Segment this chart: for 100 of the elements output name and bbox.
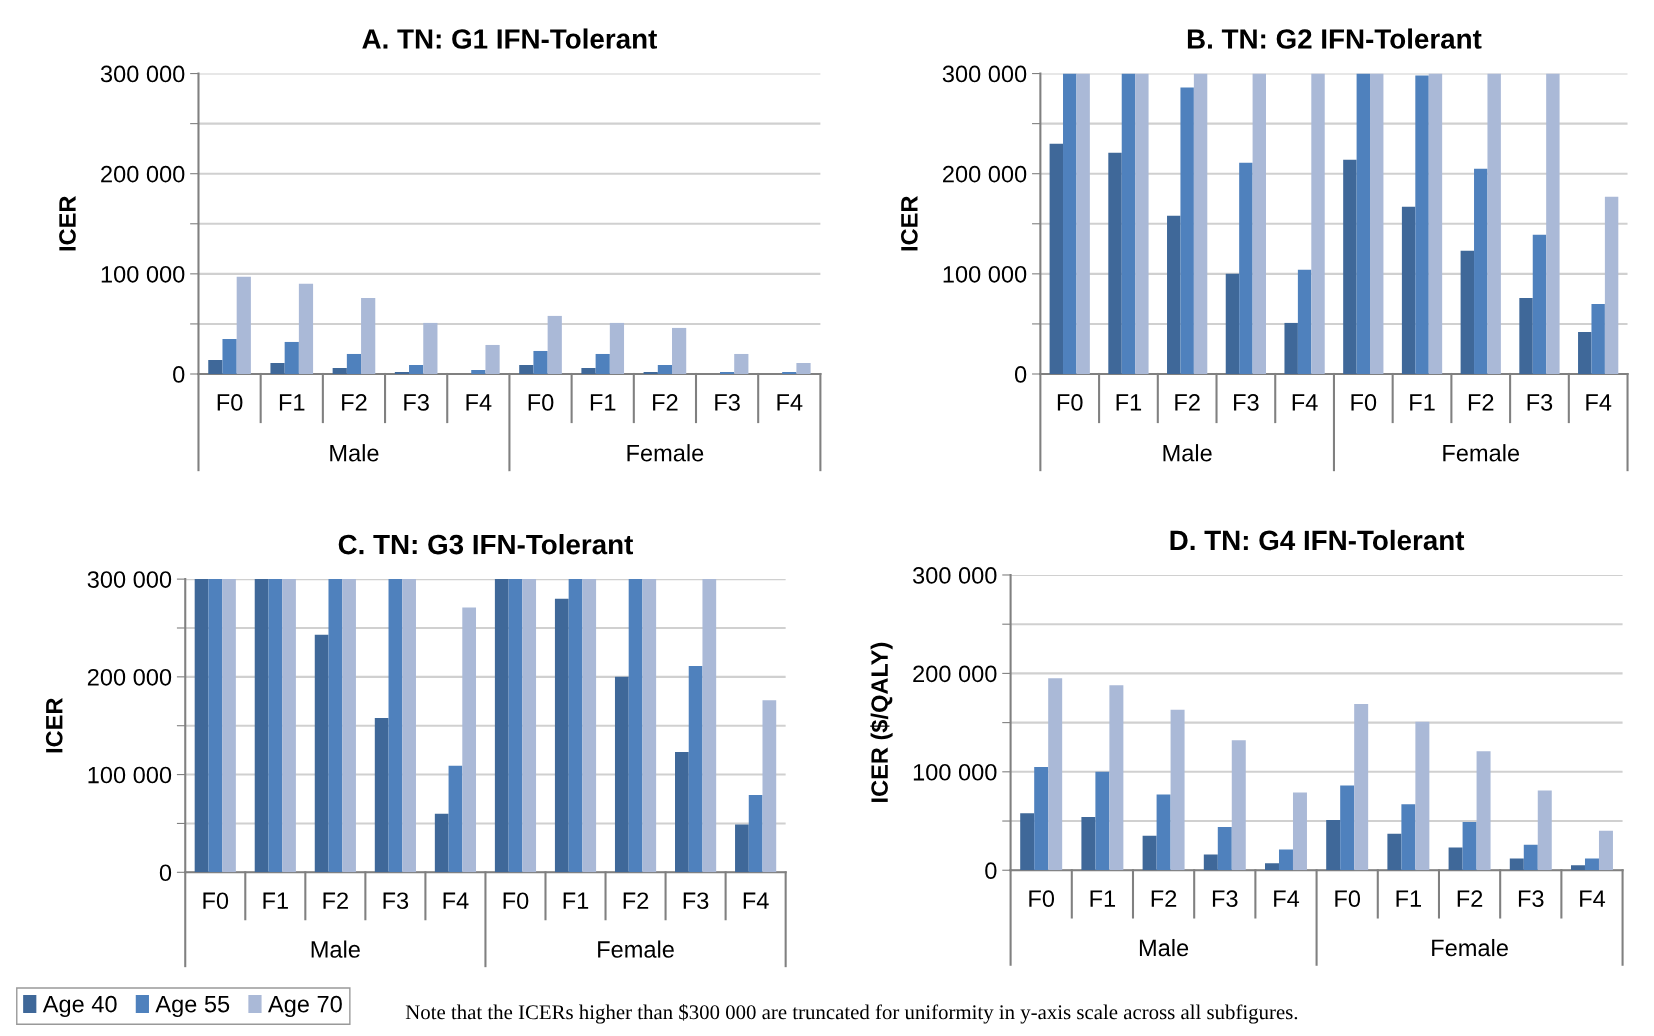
bar bbox=[1076, 73, 1090, 374]
bar bbox=[657, 364, 673, 374]
bar bbox=[1326, 820, 1341, 871]
legend-label: Age 40 bbox=[42, 995, 117, 1018]
bar bbox=[332, 367, 347, 374]
bar bbox=[609, 322, 625, 374]
bar bbox=[1354, 703, 1369, 871]
bar bbox=[1121, 73, 1136, 374]
x-tick-label: F4 bbox=[743, 892, 769, 909]
bar bbox=[1095, 771, 1110, 871]
bar bbox=[533, 350, 548, 374]
x-tick-label: F1 bbox=[263, 892, 288, 909]
bar bbox=[494, 579, 509, 873]
bar bbox=[519, 364, 534, 374]
bar bbox=[1415, 721, 1430, 871]
bar bbox=[361, 297, 376, 374]
x-tick-label: F0 bbox=[1335, 890, 1361, 908]
chart-title: D. TN: G4 IFN-Tolerant bbox=[1170, 529, 1465, 551]
text: Male bbox=[1139, 938, 1189, 957]
bar bbox=[1340, 785, 1355, 871]
y-tick-label: 200 000 bbox=[87, 668, 172, 686]
x-tick-label: F4 bbox=[777, 394, 803, 411]
x-tick-label: F0 bbox=[1057, 394, 1083, 411]
y-tick-label: 100 000 bbox=[943, 265, 1027, 283]
text: Male bbox=[311, 940, 360, 958]
x-tick-label: F4 bbox=[1586, 394, 1612, 411]
x-tick-label: F0 bbox=[528, 394, 554, 411]
bar bbox=[485, 344, 500, 374]
y-tick-label: 300 000 bbox=[912, 567, 997, 584]
y-tick-label: 0 bbox=[1014, 366, 1027, 383]
x-tick-label: F3 bbox=[1234, 394, 1259, 411]
bar bbox=[254, 579, 269, 873]
bar bbox=[719, 371, 735, 374]
x-tick-label: F0 bbox=[503, 892, 529, 910]
bar bbox=[547, 315, 562, 374]
bar bbox=[346, 353, 362, 374]
bar bbox=[1584, 858, 1599, 871]
y-tick-label: 0 bbox=[985, 862, 997, 880]
y-tick-label: 100 000 bbox=[88, 766, 172, 784]
bar bbox=[284, 341, 299, 374]
x-tick-label: F1 bbox=[279, 394, 305, 411]
y-tick-label: 300 000 bbox=[942, 65, 1027, 83]
bar bbox=[1474, 168, 1488, 374]
text: Female bbox=[598, 940, 674, 958]
bar bbox=[628, 579, 643, 873]
bar bbox=[595, 353, 610, 374]
y-tick-label: 100 000 bbox=[101, 265, 185, 283]
text: Male bbox=[330, 444, 379, 462]
x-tick-label: F0 bbox=[1029, 890, 1055, 908]
x-tick-label: F3 bbox=[404, 394, 429, 411]
bar bbox=[1081, 817, 1096, 871]
text: Male bbox=[1163, 444, 1212, 462]
y-axis-title: ICER bbox=[59, 196, 76, 251]
bar bbox=[1278, 849, 1293, 871]
x-tick-label: F0 bbox=[203, 892, 229, 910]
legend-label: Age 70 bbox=[268, 995, 342, 1018]
x-tick-label: F2 bbox=[1175, 394, 1200, 411]
bar bbox=[1265, 863, 1279, 871]
text: Note that the ICERs higher than $300 000 are truncated for uniformity in y-axis scale across all subfigures. bbox=[405, 1003, 1298, 1024]
y-tick-label: 300 000 bbox=[100, 65, 185, 83]
bar bbox=[1546, 73, 1560, 374]
bar bbox=[374, 717, 389, 873]
bar bbox=[236, 276, 251, 374]
bar bbox=[568, 579, 583, 873]
bar bbox=[1225, 273, 1240, 374]
bar bbox=[1217, 826, 1232, 871]
chart-title: A. TN: G1 IFN-Tolerant bbox=[362, 28, 657, 49]
bar bbox=[282, 579, 296, 873]
bar bbox=[1570, 865, 1585, 871]
x-tick-label: F2 bbox=[323, 892, 348, 909]
bar bbox=[1387, 833, 1402, 871]
bar bbox=[688, 666, 703, 873]
x-tick-label: F4 bbox=[1274, 890, 1300, 907]
bar bbox=[1108, 152, 1122, 374]
bar bbox=[1509, 858, 1524, 871]
y-tick-label: 100 000 bbox=[913, 763, 997, 781]
bar bbox=[1156, 794, 1171, 871]
bar bbox=[1523, 844, 1538, 871]
x-tick-label: F0 bbox=[217, 394, 243, 411]
text: Female bbox=[1443, 444, 1520, 462]
x-tick-label: F3 bbox=[383, 892, 409, 910]
bar bbox=[672, 327, 687, 374]
y-tick-label: 0 bbox=[159, 864, 172, 882]
bar bbox=[581, 367, 596, 374]
bar bbox=[434, 813, 449, 873]
bar bbox=[1448, 847, 1463, 871]
bar bbox=[782, 371, 797, 374]
bar bbox=[1415, 75, 1429, 374]
bar bbox=[462, 607, 477, 873]
bar bbox=[194, 579, 209, 873]
y-axis-title: ICER bbox=[45, 698, 63, 753]
bar bbox=[208, 579, 223, 873]
bar bbox=[1049, 143, 1064, 374]
bar bbox=[1532, 234, 1547, 374]
text: Female bbox=[1432, 938, 1508, 957]
x-tick-label: F2 bbox=[623, 892, 649, 909]
bar bbox=[748, 795, 763, 873]
bar bbox=[222, 579, 236, 873]
x-tick-label: F4 bbox=[1292, 394, 1318, 411]
x-tick-label: F1 bbox=[1090, 890, 1116, 907]
